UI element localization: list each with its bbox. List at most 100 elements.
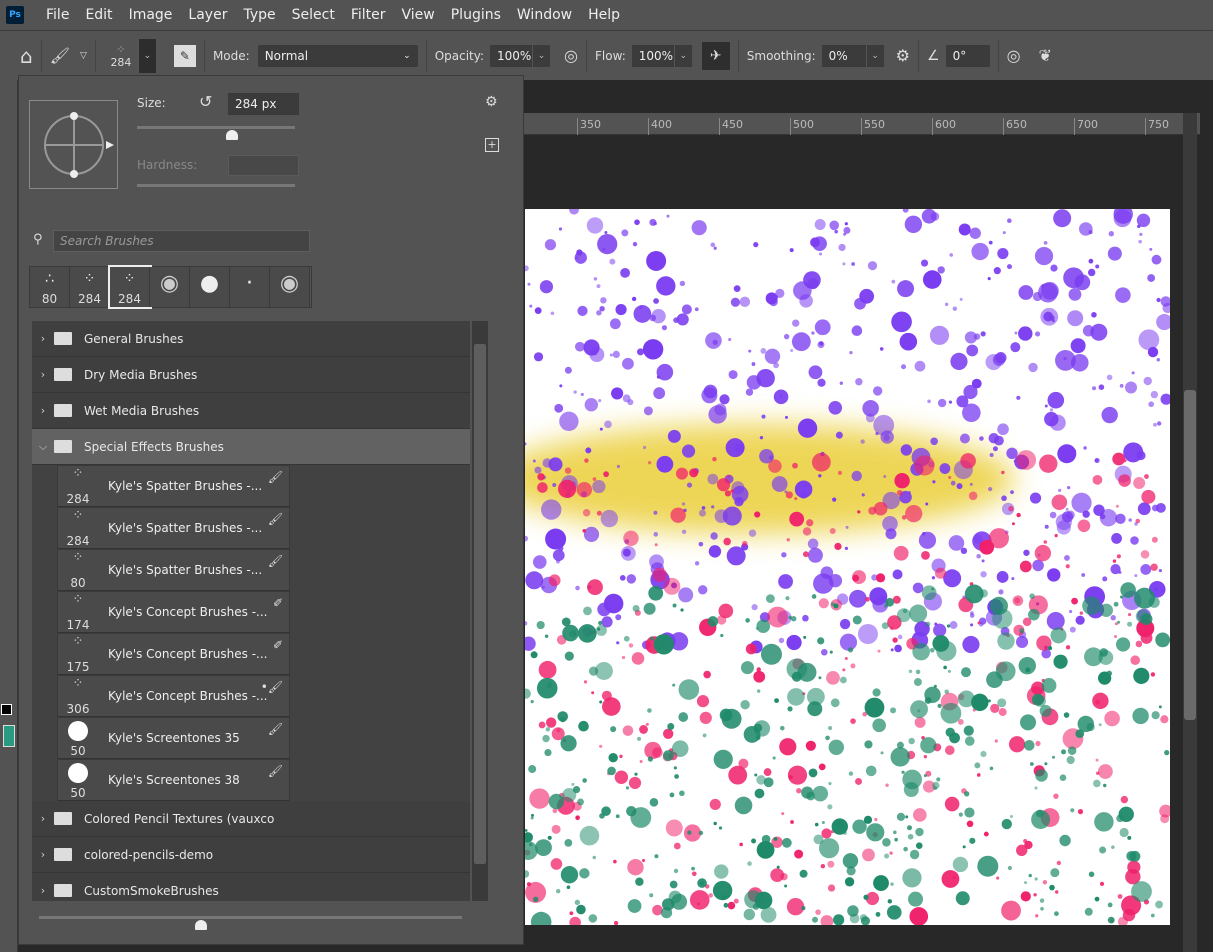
brush-folder[interactable]: › General Brushes: [32, 321, 470, 357]
pressure-size-icon[interactable]: ◎: [1006, 46, 1021, 65]
menu-help[interactable]: Help: [588, 7, 621, 23]
paint-splatter: [551, 824, 561, 834]
chevron-right-icon[interactable]: ›: [40, 812, 46, 825]
menu-image[interactable]: Image: [128, 7, 173, 23]
paint-splatter: [708, 545, 722, 558]
thumbnail-size-slider[interactable]: [39, 916, 462, 919]
paint-splatter: [1082, 596, 1101, 616]
paint-splatter: [948, 475, 952, 480]
angle-input[interactable]: 0°: [945, 44, 990, 67]
search-brushes-input[interactable]: Search Brushes: [53, 230, 310, 252]
paint-splatter: [648, 585, 664, 601]
list-scrollbar-thumb[interactable]: [474, 344, 486, 864]
brush-preset[interactable]: ⁘ 284 Kyle's Spatter Brushes -... 🖌︎: [57, 465, 290, 507]
menu-type[interactable]: Type: [243, 7, 276, 23]
thumbnail-size-thumb[interactable]: [195, 920, 207, 930]
recent-brush[interactable]: ⁘ 284: [70, 267, 110, 307]
paint-splatter: [1136, 213, 1151, 228]
chevron-right-icon[interactable]: ›: [40, 404, 46, 417]
brush-preset[interactable]: ⁘ 306 Kyle's Concept Brushes -... •🖌︎: [57, 675, 290, 717]
document-canvas[interactable]: [525, 209, 1170, 925]
vertical-scrollbar-thumb[interactable]: [1184, 390, 1196, 720]
flow-input[interactable]: 100%: [631, 44, 674, 67]
mode-select[interactable]: Normal ⌄: [257, 44, 418, 67]
chevron-down-icon[interactable]: ⌵: [38, 439, 48, 453]
paint-splatter: [559, 411, 579, 432]
paint-splatter: [851, 470, 862, 482]
recent-brush[interactable]: ◉: [270, 267, 310, 307]
brush-folder[interactable]: › Dry Media Brushes: [32, 357, 470, 393]
panel-settings-gear-icon[interactable]: ⚙: [485, 94, 498, 110]
paint-splatter: [576, 249, 583, 256]
menu-select[interactable]: Select: [291, 7, 335, 23]
new-preset-icon[interactable]: +: [485, 138, 499, 152]
menu-edit[interactable]: Edit: [85, 7, 113, 23]
paint-splatter: [1107, 246, 1122, 261]
background-color-swatch[interactable]: [3, 725, 15, 747]
chevron-right-icon[interactable]: ›: [40, 884, 46, 897]
size-input[interactable]: 284 px: [228, 93, 299, 115]
brush-folder[interactable]: › CustomSmokeBrushes: [32, 873, 470, 901]
brush-angle-preview[interactable]: [29, 100, 118, 189]
size-slider[interactable]: [137, 126, 295, 129]
paint-splatter: [1040, 906, 1044, 911]
brush-preset[interactable]: ⁘ 174 Kyle's Concept Brushes -... ✐: [57, 591, 290, 633]
brush-preset-picker[interactable]: ⁘ 284: [104, 43, 138, 69]
brush-preset[interactable]: ⁘ 284 Kyle's Spatter Brushes -... 🖌︎: [57, 507, 290, 549]
brush-preset[interactable]: ⁘ 175 Kyle's Concept Brushes -... ✐: [57, 633, 290, 675]
pressure-opacity-icon[interactable]: ◎: [564, 46, 578, 65]
chevron-right-icon[interactable]: ›: [40, 332, 46, 345]
brush-folder[interactable]: ⌵ Special Effects Brushes: [32, 429, 470, 465]
menu-plugins[interactable]: Plugins: [450, 7, 501, 23]
paint-splatter: [1115, 504, 1119, 508]
home-icon[interactable]: ⌂: [20, 43, 33, 68]
paint-splatter: [1159, 804, 1170, 818]
opacity-input[interactable]: 100%: [490, 44, 533, 67]
chevron-right-icon[interactable]: ›: [40, 368, 46, 381]
brush-picker-chevron-icon[interactable]: ⌄: [137, 38, 156, 73]
menu-layer[interactable]: Layer: [188, 7, 228, 23]
brush-folder[interactable]: › Wet Media Brushes: [32, 393, 470, 429]
airbrush-icon[interactable]: ✈: [701, 41, 730, 70]
brush-size-label: 284: [110, 55, 132, 69]
paint-splatter: [1034, 695, 1046, 707]
brush-folder[interactable]: › Colored Pencil Textures (vauxco: [32, 801, 470, 837]
menu-filter[interactable]: Filter: [350, 7, 386, 23]
foreground-color-swatch[interactable]: [1, 704, 12, 715]
paint-splatter: [1065, 507, 1069, 511]
recent-brush[interactable]: ⁘ 284: [108, 265, 152, 309]
recent-brush[interactable]: ●: [190, 267, 230, 307]
brush-preset[interactable]: 50 Kyle's Screentones 38 🖌︎: [57, 759, 290, 801]
paint-splatter: [818, 598, 829, 609]
menu-window[interactable]: Window: [516, 7, 573, 23]
smoothing-chevron-icon[interactable]: ⌄: [865, 44, 884, 67]
paint-splatter: [927, 399, 931, 404]
paint-splatter: [756, 619, 771, 634]
paint-splatter: [1065, 564, 1070, 569]
recent-brush[interactable]: ·: [230, 267, 270, 307]
paint-splatter: [1020, 891, 1031, 902]
paint-splatter: [714, 864, 729, 879]
chevron-right-icon[interactable]: ›: [40, 848, 46, 861]
recent-brush[interactable]: ∴ 80: [30, 267, 70, 307]
flow-chevron-icon[interactable]: ⌄: [673, 44, 692, 67]
brush-settings-panel-icon[interactable]: ✎: [173, 44, 196, 67]
gear-icon[interactable]: ⚙: [895, 46, 911, 65]
menu-view[interactable]: View: [401, 7, 435, 23]
paint-splatter: [591, 691, 595, 695]
brush-preset[interactable]: 50 Kyle's Screentones 35 🖌︎: [57, 717, 290, 759]
folder-name: colored-pencils-demo: [84, 847, 214, 862]
brush-name: Kyle's Spatter Brushes -...: [108, 521, 263, 535]
reset-size-icon[interactable]: ↺: [199, 92, 213, 111]
brush-tool-icon[interactable]: 🖌︎: [49, 46, 71, 65]
opacity-chevron-icon[interactable]: ⌄: [532, 44, 551, 67]
brush-folder[interactable]: › colored-pencils-demo: [32, 837, 470, 873]
brush-preset[interactable]: ⁘ 80 Kyle's Spatter Brushes -... 🖌︎: [57, 549, 290, 591]
recent-brush[interactable]: ◉: [150, 267, 190, 307]
paint-splatter: [884, 853, 890, 859]
smoothing-input[interactable]: 0%: [821, 44, 866, 67]
tool-preset-chevron-icon[interactable]: ▽: [80, 50, 87, 61]
menu-file[interactable]: File: [46, 7, 70, 23]
size-slider-thumb[interactable]: [225, 130, 238, 140]
symmetry-butterfly-icon[interactable]: ❦: [1038, 46, 1052, 65]
